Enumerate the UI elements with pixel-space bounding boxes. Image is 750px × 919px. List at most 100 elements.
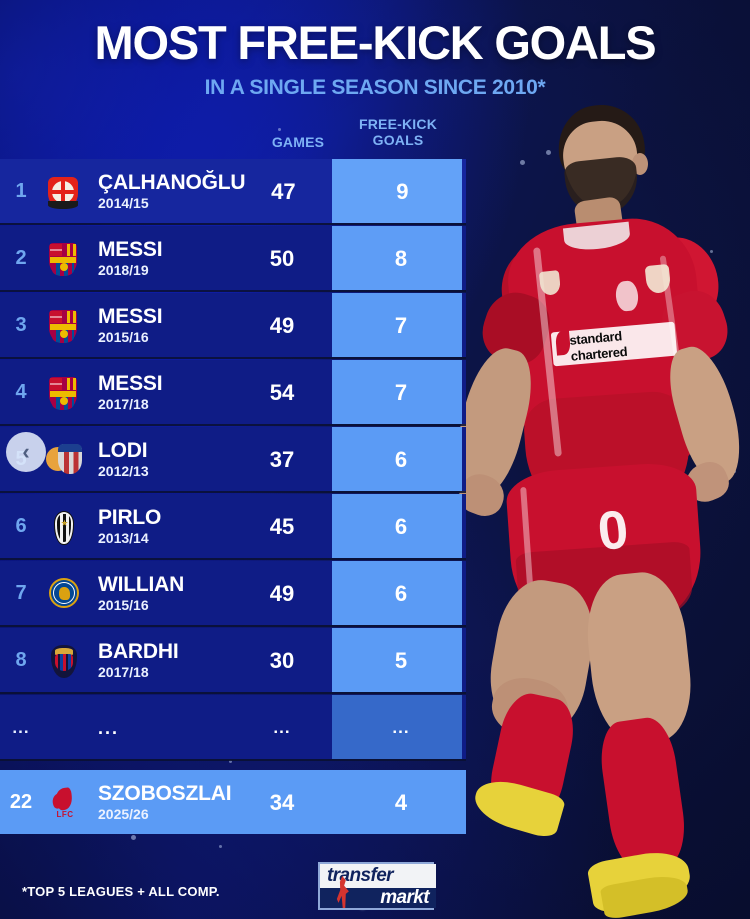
table-row[interactable]: 3 MESSI 2015/16 49 7 [0, 292, 466, 359]
column-header-line2: GOALS [372, 132, 424, 148]
season-label: 2017/18 [98, 664, 149, 680]
rank-value: 8 [15, 649, 27, 671]
table-row[interactable]: 2 MESSI 2018/19 50 8 [0, 225, 466, 292]
player-name: PIRLO [98, 506, 162, 529]
barcelona-crest [42, 305, 84, 347]
games-value: 49 [269, 580, 295, 606]
kit-number: 0 [594, 499, 632, 563]
liverpool-crest: LFC [42, 782, 84, 824]
rank-value: ... [12, 717, 30, 737]
levante-crest [42, 640, 84, 682]
free-kick-goals-value: 5 [394, 647, 408, 673]
player-cell: MESSI 2018/19 [84, 238, 244, 279]
logo-word-transfer: transfer [320, 864, 436, 888]
games-value: 50 [269, 245, 295, 271]
player-name: MESSI [98, 305, 163, 328]
player-name: ... [98, 717, 120, 738]
player-cell: BARDHI 2017/18 [84, 640, 244, 681]
free-kick-goals-value: ... [392, 717, 410, 737]
column-header-line1: FREE-KICK [358, 116, 438, 132]
player-name: BARDHI [98, 640, 179, 663]
player-name: ÇALHANOĞLU [98, 171, 246, 194]
bokeh-particle [131, 835, 136, 840]
table-row[interactable]: 1 ÇALHANOĞLU 2014/15 47 9 [0, 158, 466, 225]
bokeh-particle [710, 250, 713, 253]
rank-value: 7 [15, 582, 27, 604]
season-label: 2015/16 [98, 329, 149, 345]
bokeh-particle [546, 150, 551, 155]
lodi-club-crest [42, 439, 84, 481]
barcelona-crest [42, 372, 84, 414]
header: MOST FREE-KICK GOALS IN A SINGLE SEASON … [0, 0, 750, 100]
games-value: 49 [269, 312, 295, 338]
free-kick-goals-value: 6 [394, 446, 408, 472]
ranking-table: 1 ÇALHANOĞLU 2014/15 47 9 2 MESSI 2018/1… [0, 158, 466, 836]
bokeh-particle [219, 845, 222, 848]
juventus-crest [42, 506, 84, 548]
table-row[interactable]: 8 BARDHI 2017/18 30 5 [0, 627, 466, 694]
player-photo: standard chartered 0 [440, 95, 750, 919]
rank-value: 6 [15, 515, 27, 537]
player-cell: LODI 2012/13 [84, 439, 244, 480]
barcelona-crest [42, 238, 84, 280]
chevron-left-icon[interactable]: ‹ [6, 432, 46, 472]
page-subtitle: IN A SINGLE SEASON SINCE 2010* [204, 76, 546, 99]
free-kick-goals-value: 6 [394, 580, 408, 606]
season-label: 2017/18 [98, 396, 149, 412]
free-kick-goals-value: 4 [394, 789, 408, 815]
bokeh-particle [229, 760, 232, 763]
transfermarkt-logo: transfer markt [318, 862, 436, 910]
column-header-free-kick-goals: FREE-KICK GOALS [348, 116, 448, 148]
player-cell: ÇALHANOĞLU 2014/15 [84, 171, 246, 212]
player-cell: WILLIAN 2015/16 [84, 573, 244, 614]
table-row[interactable]: 5 LODI 2012/13 37 6 [0, 426, 466, 493]
table-row-highlighted[interactable]: 22 LFC SZOBOSZLAI 2025/26 34 4 [0, 769, 466, 836]
bokeh-particle [520, 160, 525, 165]
row-gap [0, 761, 466, 769]
player-cell: ... [84, 718, 244, 738]
table-row[interactable]: 4 MESSI 2017/18 54 7 [0, 359, 466, 426]
games-value: 37 [269, 446, 295, 472]
games-value: 54 [269, 379, 295, 405]
season-label: 2012/13 [98, 463, 149, 479]
free-kick-goals-value: 7 [394, 312, 408, 338]
player-cell: PIRLO 2013/14 [84, 506, 244, 547]
rank-value: 22 [9, 791, 33, 813]
crest-placeholder [42, 707, 84, 749]
player-name: SZOBOSZLAI [98, 782, 232, 805]
table-row[interactable]: 6 PIRLO 2013/14 45 6 [0, 493, 466, 560]
player-name: WILLIAN [98, 573, 185, 596]
table-row-ellipsis: ... ... ... ... [0, 694, 466, 761]
leverkusen-crest [42, 171, 84, 213]
player-cell: MESSI 2015/16 [84, 305, 244, 346]
season-label: 2013/14 [98, 530, 149, 546]
logo-word-markt: markt [320, 888, 436, 908]
bokeh-particle [278, 128, 281, 131]
footnote-text: *TOP 5 LEAGUES + ALL COMP. [22, 884, 220, 899]
column-header-games: GAMES [271, 134, 325, 150]
rank-value: 3 [15, 314, 27, 336]
season-label: 2025/26 [98, 806, 149, 822]
games-value: 47 [271, 178, 296, 204]
player-cell: MESSI 2017/18 [84, 372, 244, 413]
free-kick-goals-value: 6 [394, 513, 408, 539]
player-name: MESSI [98, 238, 163, 261]
player-cell: SZOBOSZLAI 2025/26 [84, 782, 244, 823]
free-kick-goals-value: 9 [396, 178, 409, 204]
lfc-monogram: LFC [56, 809, 74, 819]
column-headers: GAMES FREE-KICK GOALS [0, 108, 466, 156]
chelsea-crest [42, 573, 84, 615]
rank-value: 2 [15, 247, 27, 269]
games-value: 34 [269, 789, 295, 815]
player-name: LODI [98, 439, 148, 462]
games-value: 45 [269, 513, 295, 539]
player-name: MESSI [98, 372, 163, 395]
season-label: 2014/15 [98, 195, 149, 211]
free-kick-goals-value: 7 [394, 379, 408, 405]
season-label: 2018/19 [98, 262, 149, 278]
games-value: ... [273, 717, 291, 737]
rank-value: 1 [15, 180, 27, 202]
season-label: 2015/16 [98, 597, 149, 613]
table-row[interactable]: 7 WILLIAN 2015/16 49 6 [0, 560, 466, 627]
games-value: 30 [269, 647, 295, 673]
